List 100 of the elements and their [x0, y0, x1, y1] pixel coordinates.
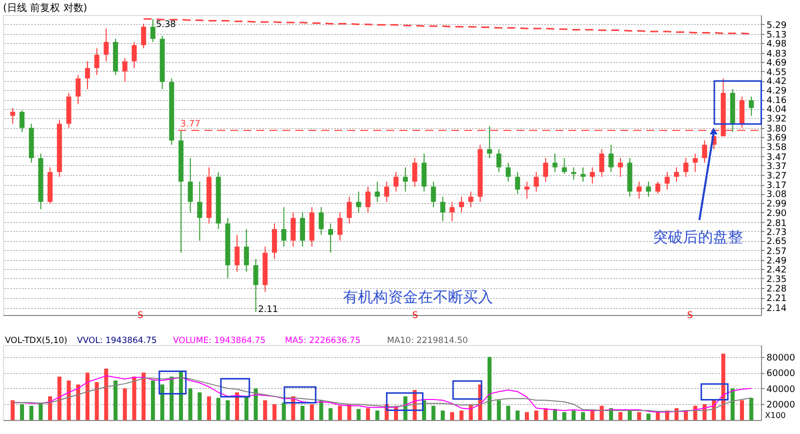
y-tick-label: 4.69 [766, 58, 787, 69]
bar [263, 400, 268, 420]
y-tick-label: 3.17 [766, 181, 787, 192]
y-tick-label: 5.13 [766, 30, 787, 40]
bar [207, 396, 212, 420]
bar [552, 408, 557, 420]
bar [160, 384, 164, 420]
candlestick [122, 58, 128, 82]
annotation: MA5: 2226636.75 [285, 336, 360, 346]
bar [235, 392, 240, 420]
candlestick [76, 74, 81, 105]
candlestick [132, 41, 137, 69]
candlestick [422, 153, 427, 192]
bar [562, 412, 566, 420]
candlestick [543, 158, 548, 182]
candlestick [402, 166, 408, 192]
y-tick-label: 3.80 [766, 124, 787, 134]
candlestick [300, 212, 306, 248]
bar [122, 388, 127, 420]
bar [572, 410, 576, 420]
bar [431, 406, 436, 420]
bar [646, 414, 650, 420]
y-tick-label: 60000 [766, 369, 796, 380]
bar [544, 408, 548, 420]
candlestick [506, 162, 511, 182]
candlestick [394, 172, 399, 192]
candlestick [197, 181, 202, 242]
candlestick [84, 60, 90, 90]
y-tick-label: 4.55 [766, 68, 787, 78]
candlestick [674, 166, 680, 182]
candlestick [571, 166, 576, 180]
y-tick-label: 2.35 [766, 274, 787, 285]
candlestick [290, 212, 296, 248]
annotation: 有机构资金在不断买入 [343, 288, 493, 306]
bar [319, 400, 324, 420]
y-tick-label: 2.65 [766, 237, 787, 248]
candlestick [337, 212, 342, 242]
annotation: 突破后的盘整 [653, 228, 743, 246]
bar [450, 412, 454, 420]
candlestick [188, 158, 193, 213]
candlestick [234, 234, 240, 272]
candlestick [104, 28, 109, 62]
candlestick [430, 181, 436, 208]
bar [488, 356, 492, 420]
bar [66, 380, 71, 420]
candlestick [683, 158, 688, 178]
bar [188, 388, 192, 420]
annotation: S [687, 311, 694, 321]
y-tick-label: 2.90 [766, 208, 787, 219]
bar [114, 380, 118, 420]
bar [581, 412, 586, 420]
y-tick-label: 3.08 [766, 190, 787, 200]
candlestick [450, 201, 455, 222]
candlestick [346, 196, 352, 224]
bar [85, 372, 90, 420]
y-tick-label: 2.99 [766, 199, 787, 210]
bar [76, 384, 80, 420]
candlestick [599, 148, 604, 178]
bar [328, 408, 333, 420]
bar [282, 402, 286, 420]
bar [516, 410, 520, 420]
bar [637, 412, 642, 420]
bar [57, 376, 62, 420]
y-tick-label: 2.14 [766, 304, 787, 314]
bar [628, 410, 632, 420]
y-tick-label: 2.21 [766, 294, 787, 304]
candlestick [496, 148, 502, 173]
bar [226, 400, 230, 420]
candlestick [655, 181, 660, 194]
candlestick [281, 206, 286, 248]
bar [272, 404, 276, 420]
bar [38, 402, 43, 420]
annotation: VOLUME: 1943864.75 [173, 336, 266, 346]
bar [506, 406, 510, 420]
candlestick [562, 158, 567, 174]
y-tick-label: 20000 [766, 400, 796, 411]
candlestick [552, 153, 558, 173]
y-tick-label: 4.98 [766, 40, 787, 50]
bar [20, 404, 24, 420]
bar [534, 410, 538, 420]
candlestick [515, 172, 520, 194]
y-tick-label: 5.29 [766, 20, 787, 31]
bar [347, 404, 352, 420]
annotation: S [412, 311, 418, 321]
candlestick [94, 48, 100, 76]
bar [366, 408, 370, 420]
candlestick [150, 18, 156, 42]
candlestick [580, 166, 586, 182]
annotation: S [138, 311, 144, 321]
candlestick [244, 228, 249, 272]
chart-title: (日线 前复权 对数) [3, 2, 88, 14]
candlestick [664, 172, 670, 190]
bar [94, 382, 99, 420]
annotation: 2.11 [258, 305, 278, 315]
y-tick-label: 3.47 [766, 152, 787, 163]
bar [656, 412, 660, 420]
bar [300, 406, 305, 420]
bar [674, 408, 679, 420]
y-tick-label: 2.81 [766, 218, 787, 229]
y-tick-label: 2.42 [766, 266, 787, 276]
